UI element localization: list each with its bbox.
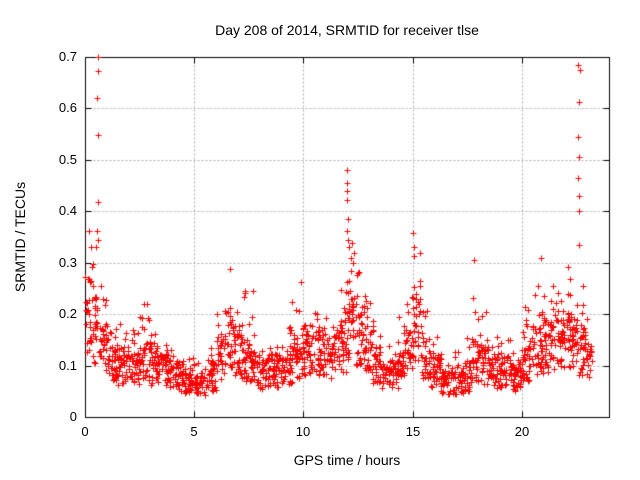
y-axis-label-text: SRMTID / TECUs [12,181,28,293]
y-tick-label-6: 0.6 [58,100,77,115]
y-tick-label-4: 0.4 [58,203,77,218]
x-tick-label-0: 0 [81,424,89,439]
y-tick-label-3: 0.3 [58,255,77,270]
y-tick-label-7: 0.7 [58,49,77,64]
x-axis-label: GPS time / hours [293,452,401,468]
x-tick-label-2: 10 [295,424,311,439]
x-tick-label-4: 20 [514,424,530,439]
y-tick-label-0: 0 [69,409,77,424]
x-tick-label-1: 5 [190,424,198,439]
chart-title: Day 208 of 2014, SRMTID for receiver tls… [215,22,479,38]
y-tick-label-1: 0.1 [58,358,77,373]
y-tick-label-5: 0.5 [58,152,77,167]
x-tick-label-3: 15 [405,424,421,439]
y-tick-label-2: 0.2 [58,306,77,321]
